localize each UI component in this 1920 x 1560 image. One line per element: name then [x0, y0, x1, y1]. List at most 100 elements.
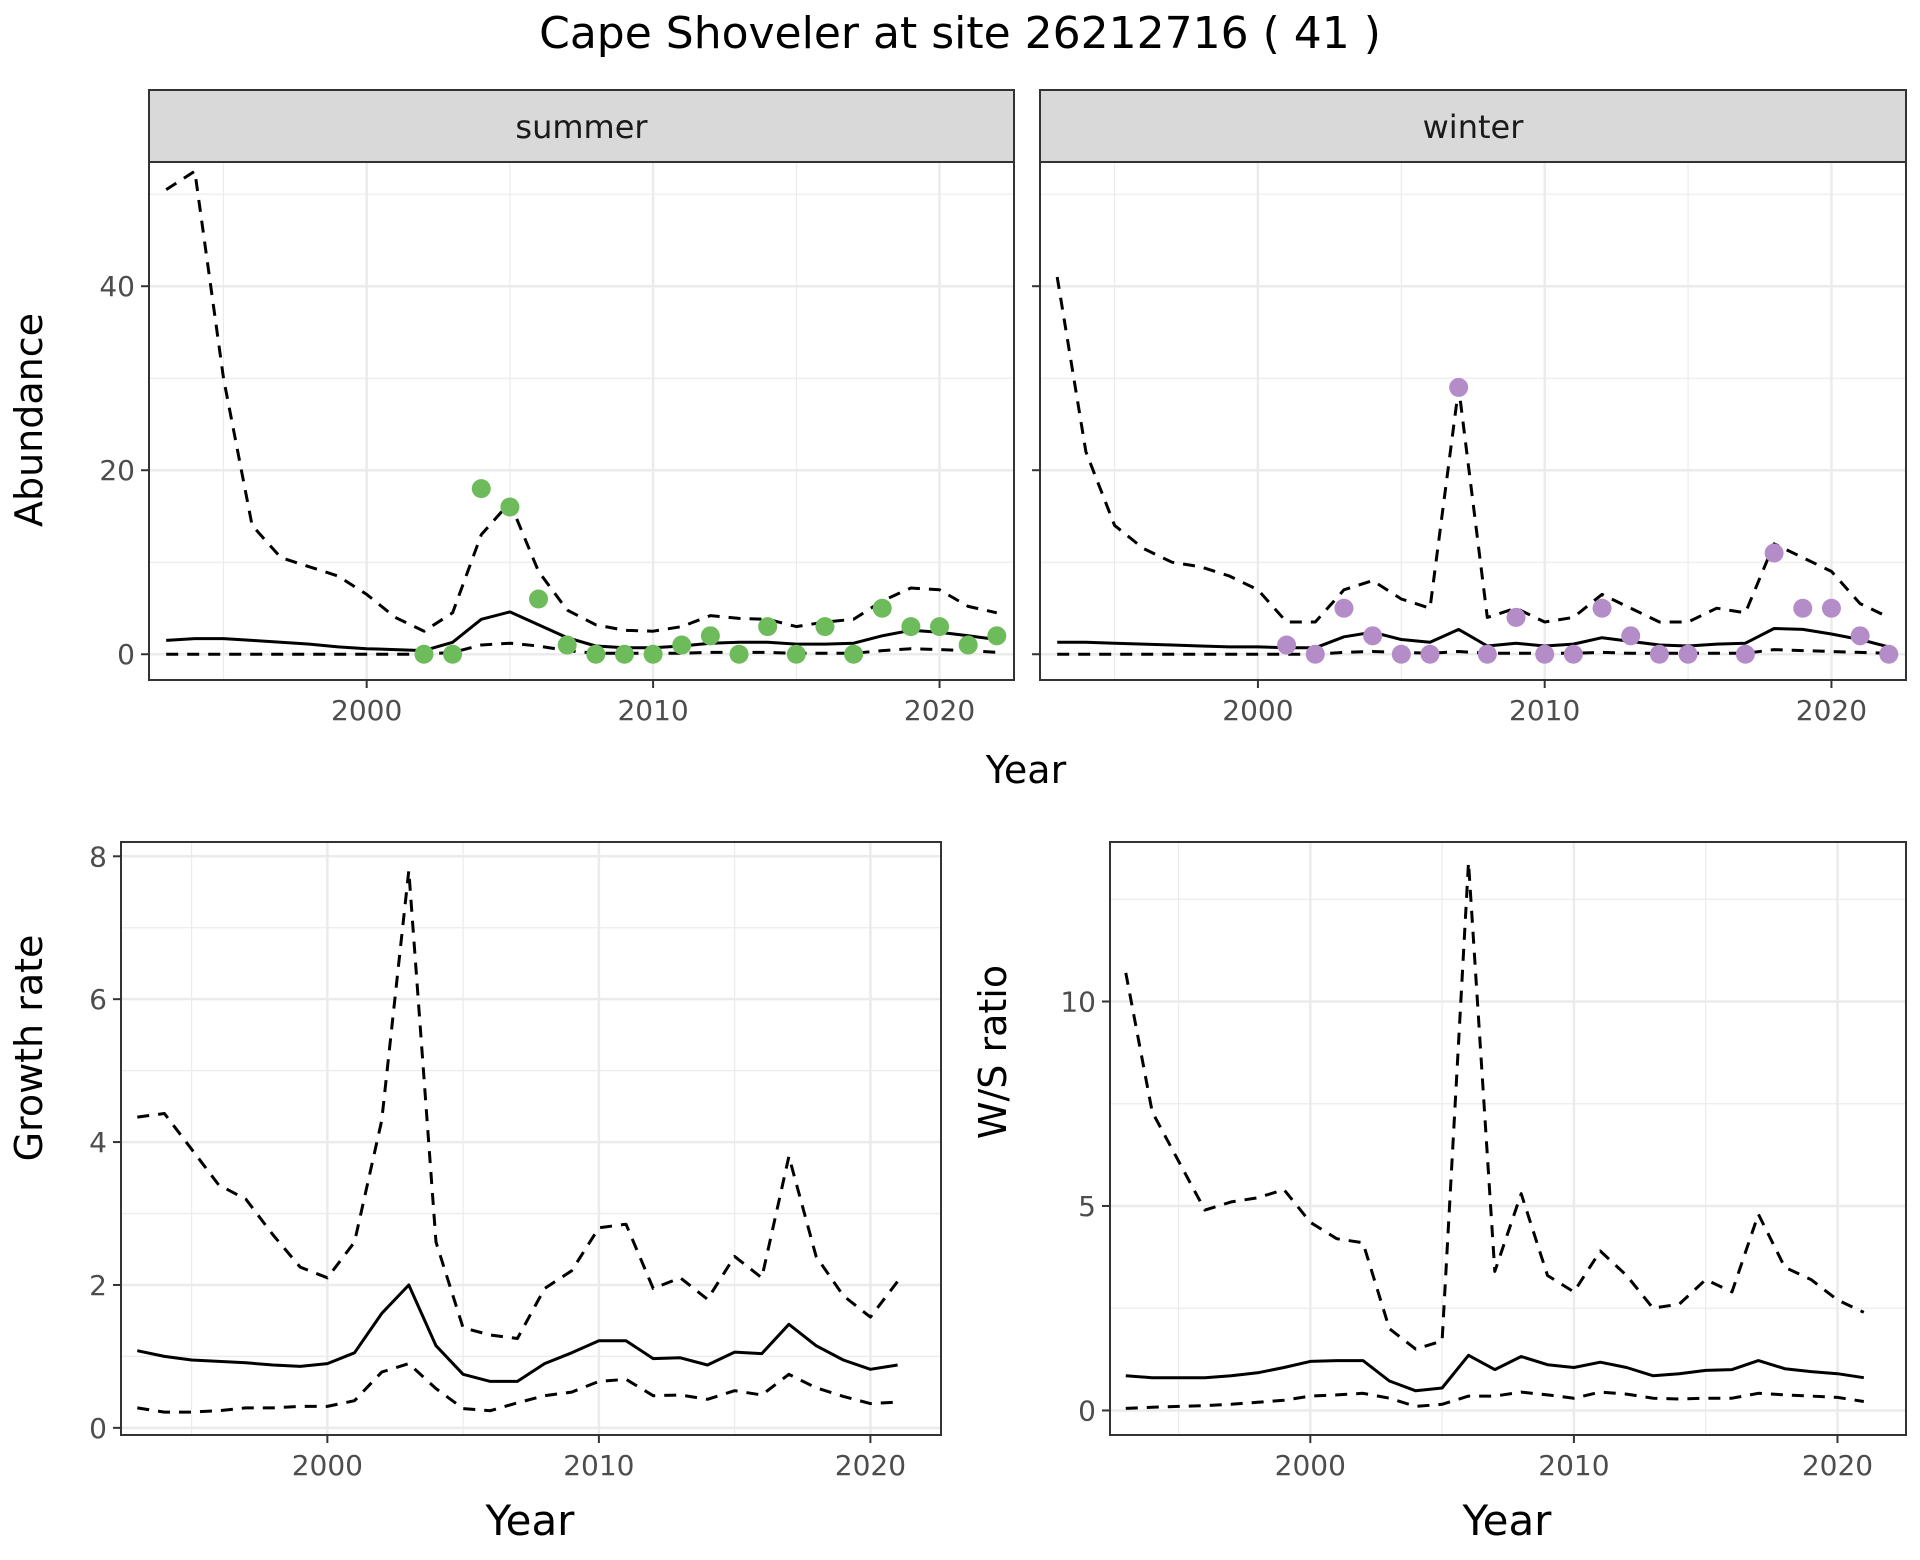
x-tick-label: 2000	[1275, 1449, 1346, 1482]
observed-count-point	[529, 589, 549, 609]
ws-ratio-x-axis-label: Year	[1462, 1496, 1553, 1545]
panel-border	[1109, 841, 1907, 1436]
facet-winter: winter 2000 2010 2020	[1032, 89, 1907, 727]
x-tick-label: 2000	[331, 694, 402, 727]
observed-count-point	[1449, 377, 1469, 397]
x-tick-label: 2020	[1796, 694, 1867, 727]
observed-count-point	[1678, 644, 1698, 664]
y-tick-label: 0	[117, 638, 135, 671]
observed-count-point	[1563, 644, 1583, 664]
observed-count-point	[1735, 644, 1755, 664]
observed-count-point	[1850, 626, 1870, 646]
y-tick-label: 2	[89, 1269, 107, 1302]
abundance-y-axis-label: Abundance	[7, 313, 51, 527]
observed-count-point	[1621, 626, 1641, 646]
observed-count-point	[1764, 543, 1784, 563]
observed-count-point	[1305, 644, 1325, 664]
observed-count-point	[930, 617, 950, 637]
facet-strip-winter	[1039, 89, 1907, 163]
x-tick-label: 2000	[292, 1449, 363, 1482]
observed-count-point	[443, 644, 463, 664]
growth-rate-plot-area: 2000 2010 2020 0 2 4 6 8	[89, 840, 942, 1482]
x-tick-label: 2010	[617, 694, 688, 727]
observed-count-point	[901, 617, 921, 637]
observed-count-point	[1506, 607, 1526, 627]
y-tick-label: 20	[99, 454, 135, 487]
x-tick-label: 2010	[563, 1449, 634, 1482]
observed-count-point	[1535, 644, 1555, 664]
upper-bound-line	[165, 169, 998, 633]
abundance-panel: Abundance Year summer 2000 2010 202002040 …	[7, 89, 1907, 792]
observed-count-point	[786, 644, 806, 664]
observed-count-point	[500, 497, 520, 517]
x-tick-label: 2010	[1538, 1449, 1609, 1482]
facet-strip-label-winter: winter	[1423, 108, 1525, 146]
observed-count-point	[1420, 644, 1440, 664]
observed-count-point	[586, 644, 606, 664]
upper-bound-line	[137, 869, 899, 1340]
observed-count-point	[1277, 635, 1297, 655]
observed-count-point	[1592, 598, 1612, 618]
abundance-x-axis-label: Year	[985, 748, 1067, 792]
observed-count-point	[958, 635, 978, 655]
observed-count-point	[758, 617, 778, 637]
observed-count-point	[729, 644, 749, 664]
y-tick-label: 5	[1078, 1190, 1096, 1223]
upper-bound-line	[1124, 860, 1865, 1351]
y-tick-label: 10	[1060, 985, 1096, 1018]
observed-count-point	[700, 626, 720, 646]
ws-ratio-plot-area: 2000 2010 2020 0 5 10	[1060, 841, 1907, 1482]
y-tick-label: 6	[89, 983, 107, 1016]
x-tick-label: 2010	[1509, 694, 1580, 727]
lower-bound-line	[1125, 1390, 1865, 1410]
observed-count-point	[471, 479, 491, 499]
panel-border	[148, 161, 1015, 681]
estimate-line	[1057, 627, 1890, 650]
observed-count-point	[1879, 644, 1899, 664]
observed-count-point	[1363, 626, 1383, 646]
estimate-line	[166, 610, 997, 653]
x-tick-label: 2020	[1802, 1449, 1873, 1482]
observed-count-point	[1391, 644, 1411, 664]
panel-border	[1039, 161, 1907, 681]
growth-rate-x-axis-label: Year	[485, 1496, 576, 1545]
y-tick-label: 0	[1078, 1394, 1096, 1427]
y-tick-label: 4	[89, 1126, 107, 1159]
upper-bound-line	[1055, 276, 1890, 624]
observed-count-point	[643, 644, 663, 664]
estimate-line	[1125, 1353, 1865, 1393]
growth-rate-y-axis-label: Growth rate	[7, 935, 51, 1162]
observed-count-point	[815, 617, 835, 637]
x-tick-label: 2020	[835, 1449, 906, 1482]
ws-ratio-y-axis-label: W/S ratio	[971, 965, 1015, 1139]
observed-count-point	[872, 598, 892, 618]
observed-count-point	[1821, 598, 1841, 618]
ws-ratio-panel: W/S ratio Year 2000 2010 2020 0 5 10	[971, 841, 1907, 1545]
observed-count-point	[1334, 598, 1354, 618]
winter-plot-area: 2000 2010 2020	[1032, 161, 1907, 727]
observed-count-point	[672, 635, 692, 655]
observed-count-point	[414, 644, 434, 664]
observed-count-point	[614, 644, 634, 664]
observed-count-point	[1477, 644, 1497, 664]
growth-rate-panel: Growth rate Year 2000 2010 2020 0 2 4 6 8	[7, 840, 942, 1545]
summer-plot-area: 2000 2010 2020 0 20 40	[99, 161, 1015, 727]
y-tick-label: 8	[89, 840, 107, 873]
observed-count-point	[557, 635, 577, 655]
y-tick-label: 40	[99, 270, 135, 303]
lower-bound-line	[137, 1362, 898, 1414]
observed-count-point	[987, 626, 1007, 646]
observed-count-point	[1649, 644, 1669, 664]
y-tick-label: 0	[89, 1412, 107, 1445]
estimate-line	[136, 1283, 898, 1383]
x-tick-label: 2000	[1222, 694, 1293, 727]
observed-count-point	[844, 644, 864, 664]
facet-strip-label-summer: summer	[515, 108, 648, 146]
figure-title: Cape Shoveler at site 26212716 ( 41 )	[539, 8, 1381, 59]
facet-summer: summer 2000 2010 2020 0 20 40	[99, 89, 1015, 727]
x-tick-label: 2020	[904, 694, 975, 727]
panel-border	[120, 841, 942, 1436]
observed-count-point	[1793, 598, 1813, 618]
